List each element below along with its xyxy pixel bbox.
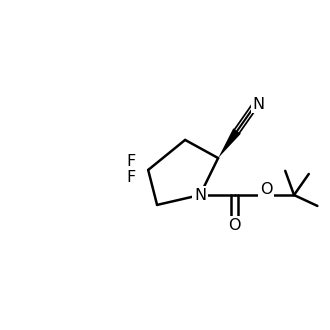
Text: F: F bbox=[126, 154, 136, 169]
Polygon shape bbox=[218, 128, 241, 158]
Text: O: O bbox=[228, 218, 241, 233]
Text: N: N bbox=[194, 187, 206, 203]
Text: O: O bbox=[260, 182, 272, 197]
Text: F: F bbox=[126, 170, 136, 185]
Text: N: N bbox=[252, 97, 264, 112]
